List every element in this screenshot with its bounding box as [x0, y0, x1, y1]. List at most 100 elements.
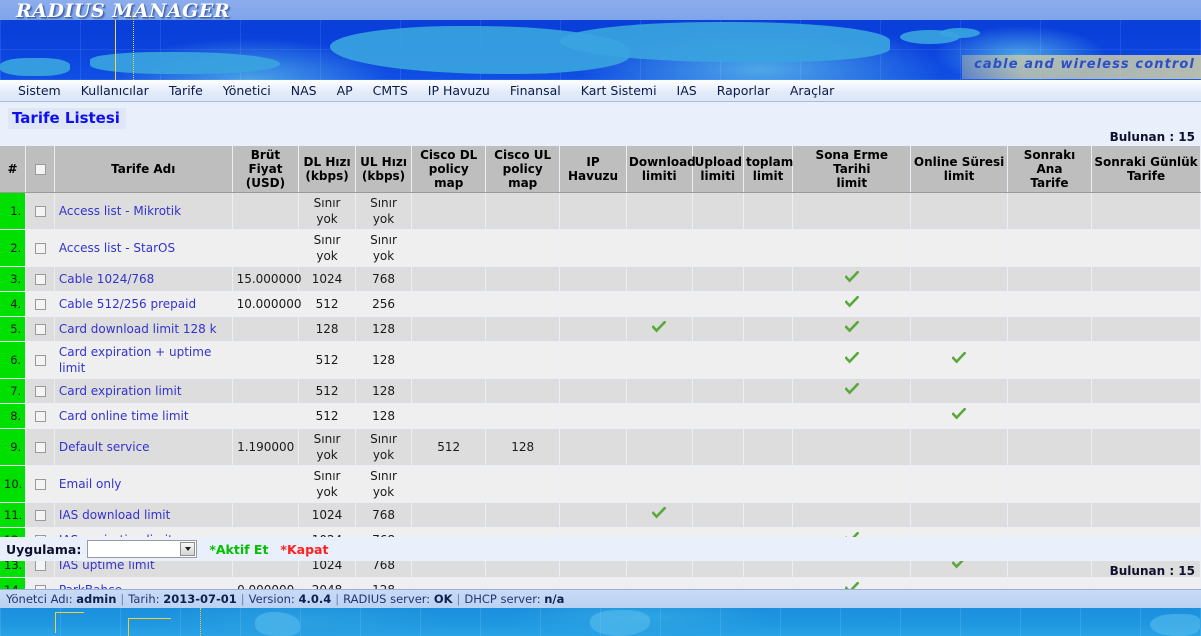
column-header[interactable]: Sona Erme Tarihi limit — [792, 146, 912, 193]
download-limit-cell — [626, 291, 693, 317]
total-limit-cell — [743, 502, 794, 528]
table-row[interactable]: 4. Cable 512/256 prepaid 10.000000 512 256 — [0, 291, 1201, 317]
menu-araclar[interactable]: Araçlar — [789, 82, 835, 98]
menu-tarife[interactable]: Tarife — [168, 82, 203, 98]
tariff-name-link[interactable]: Card expiration limit — [58, 384, 182, 398]
column-header[interactable]: toplam limit — [743, 146, 793, 193]
ip-pool-cell — [559, 428, 627, 466]
check-icon — [952, 557, 967, 569]
row-checkbox[interactable] — [34, 386, 46, 397]
menu-finansal[interactable]: Finansal — [509, 82, 561, 98]
tariff-name-link[interactable]: Access list - Mikrotik — [58, 204, 182, 218]
table-row[interactable]: 6. Card expiration + uptime limit 512 128 — [0, 341, 1201, 379]
tariff-name-link[interactable]: Email only — [58, 477, 122, 491]
tariff-name-link[interactable]: Cable 1024/768 — [58, 272, 155, 286]
menu-nas[interactable]: NAS — [290, 82, 317, 98]
column-header[interactable]: Tarife Adı — [54, 146, 233, 193]
tariff-name-cell: Card expiration + uptime limit — [54, 341, 233, 379]
next-main-tariff-cell — [1007, 341, 1093, 379]
tariff-name-link[interactable]: Card expiration + uptime limit — [58, 345, 212, 375]
row-checkbox[interactable] — [34, 299, 46, 310]
menu-raporlar[interactable]: Raporlar — [716, 82, 770, 98]
column-header-line2: limiti — [641, 169, 677, 183]
menu-kullanicilar[interactable]: Kullanıcılar — [80, 82, 149, 98]
upload-limit-cell — [692, 428, 744, 466]
tariff-name-cell: Cable 1024/768 — [54, 266, 233, 292]
select-all-checkbox[interactable] — [34, 164, 46, 175]
tariff-name-link[interactable]: Cable 512/256 prepaid — [58, 297, 197, 311]
table-row[interactable]: 5. Card download limit 128 k 128 128 — [0, 316, 1201, 342]
column-header[interactable]: Upload limiti — [692, 146, 744, 193]
download-limit-cell — [626, 465, 693, 503]
ip-pool-cell — [559, 316, 627, 342]
column-header[interactable]: DL Hızı (kbps) — [298, 146, 356, 193]
check-icon — [844, 352, 859, 364]
column-header[interactable]: Online Süresi limit — [910, 146, 1008, 193]
table-row[interactable]: 9. Default service 1.190000 Sınır yok Sınır … — [0, 428, 1201, 466]
table-row[interactable]: 3. Cable 1024/768 15.000000 1024 768 — [0, 266, 1201, 292]
table-row[interactable]: 8. Card online time limit 512 128 — [0, 403, 1201, 429]
ul-speed-cell: Sınır yok — [355, 428, 413, 466]
next-main-tariff-cell — [1007, 192, 1093, 230]
tariff-name-link[interactable]: Default service — [58, 440, 150, 454]
column-header[interactable]: # — [0, 146, 27, 193]
activate-link[interactable]: *Aktif Et — [209, 541, 269, 557]
row-checkbox[interactable] — [34, 206, 46, 217]
check-icon — [844, 296, 859, 308]
upload-limit-cell — [692, 291, 744, 317]
column-header[interactable]: Cisco UL policy map — [485, 146, 561, 193]
column-header[interactable]: Sonrakı Ana Tarife — [1007, 146, 1093, 193]
row-checkbox[interactable] — [34, 274, 46, 285]
online-time-limit-cell — [910, 291, 1008, 317]
tariff-name-link[interactable]: IAS uptime limit — [58, 558, 155, 572]
app-banner: RADIUS MANAGER cable and wireless contro… — [0, 0, 1201, 80]
dl-speed-cell: 512 — [298, 341, 356, 379]
column-header[interactable]: Brüt Fiyat (USD) — [232, 146, 300, 193]
bulk-action-select[interactable] — [87, 540, 198, 558]
row-checkbox[interactable] — [34, 355, 46, 366]
row-checkbox[interactable] — [34, 324, 46, 335]
column-header[interactable]: Download limiti — [626, 146, 696, 193]
cisco-ul-policy-cell — [485, 341, 561, 379]
menu-ias[interactable]: IAS — [676, 82, 697, 98]
table-row[interactable]: 1. Access list - Mikrotik Sınır yok Sınır y… — [0, 192, 1201, 230]
menu-sistem[interactable]: Sistem — [18, 82, 61, 98]
row-checkbox[interactable] — [34, 442, 46, 453]
menu-ip-havuzu[interactable]: IP Havuzu — [427, 82, 490, 98]
column-header[interactable]: IP Havuzu — [559, 146, 627, 193]
menu-kart-sistemi[interactable]: Kart Sistemi — [580, 82, 657, 98]
total-limit-cell — [743, 378, 794, 404]
online-time-limit-cell — [910, 192, 1008, 230]
close-link[interactable]: *Kapat — [280, 541, 329, 557]
row-checkbox[interactable] — [34, 479, 46, 490]
tariff-name-link[interactable]: Access list - StarOS — [58, 241, 176, 255]
tariff-name-link[interactable]: Card online time limit — [58, 409, 189, 423]
next-daily-tariff-cell — [1091, 192, 1201, 230]
row-checkbox[interactable] — [34, 510, 46, 521]
tagline-banner: cable and wireless control — [962, 55, 1201, 79]
menu-ap[interactable]: AP — [336, 82, 353, 98]
table-row[interactable]: 11. IAS download limit 1024 768 — [0, 502, 1201, 528]
tariff-name-cell: Email only — [54, 465, 233, 503]
column-header[interactable]: Cisco DL policy map — [411, 146, 487, 193]
table-row[interactable]: 10. Email only Sınır yok Sınır yok — [0, 465, 1201, 503]
table-row[interactable]: 2. Access list - StarOS Sınır yok Sınır yok — [0, 229, 1201, 267]
download-limit-cell — [626, 316, 693, 342]
column-header[interactable]: Sonraki Günlük Tarife — [1091, 146, 1201, 193]
tariff-name-link[interactable]: IAS download limit — [58, 508, 171, 522]
upload-limit-cell — [692, 465, 744, 503]
table-row[interactable]: 7. Card expiration limit 512 128 — [0, 378, 1201, 404]
status-separator: | — [240, 592, 245, 606]
row-checkbox[interactable] — [34, 411, 46, 422]
row-checkbox[interactable] — [34, 560, 46, 571]
menu-cmts[interactable]: CMTS — [372, 82, 408, 98]
select-all-header — [25, 146, 55, 193]
column-header[interactable]: UL Hızı (kbps) — [355, 146, 413, 193]
tariff-name-link[interactable]: Card download limit 128 k — [58, 322, 217, 336]
ul-speed-cell: Sınır yok — [355, 229, 413, 267]
menu-yonetici[interactable]: Yönetici — [222, 82, 271, 98]
gross-price-cell: 15.000000 — [232, 266, 301, 292]
row-checkbox[interactable] — [34, 243, 46, 254]
ip-pool-cell — [559, 266, 627, 292]
chevron-down-icon[interactable] — [180, 542, 196, 556]
